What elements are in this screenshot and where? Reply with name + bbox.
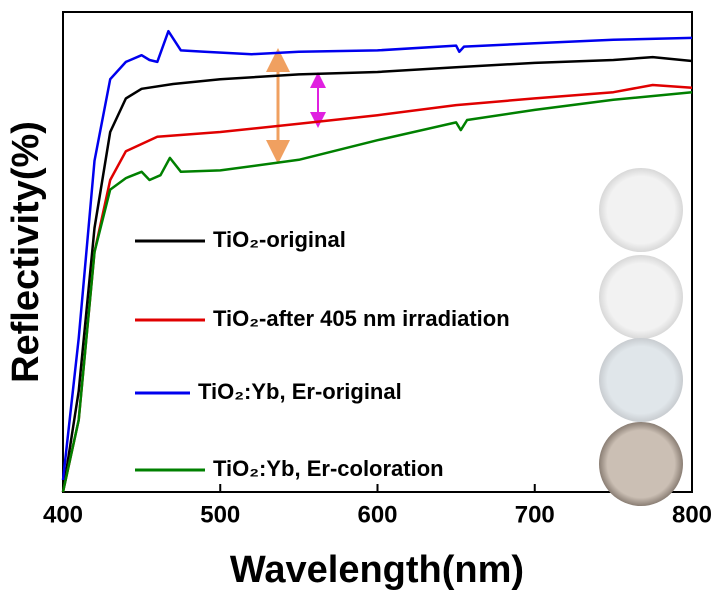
legend-label: TiO₂-after 405 nm irradiation [213, 306, 510, 331]
legend-label: TiO₂:Yb, Er-coloration [213, 456, 444, 481]
x-tick-label: 500 [200, 501, 240, 528]
sample-photo [599, 168, 683, 252]
x-tick-label: 700 [515, 501, 555, 528]
x-tick-label: 600 [357, 501, 397, 528]
y-axis-title: Reflectivity(%) [5, 121, 47, 383]
series-line [61, 90, 693, 493]
x-axis-title: Wavelength(nm) [230, 549, 524, 591]
series-line [61, 29, 693, 481]
plot-frame [62, 11, 693, 493]
x-tick-label: 800 [672, 501, 712, 528]
sample-photo [599, 255, 683, 339]
legend-label: TiO₂-original [213, 227, 346, 252]
legend-label: TiO₂:Yb, Er-original [198, 379, 402, 404]
series-line [61, 55, 693, 493]
sample-photo [599, 422, 683, 506]
x-tick-label: 400 [43, 501, 83, 528]
sample-photo [599, 338, 683, 422]
series-line [61, 83, 693, 493]
